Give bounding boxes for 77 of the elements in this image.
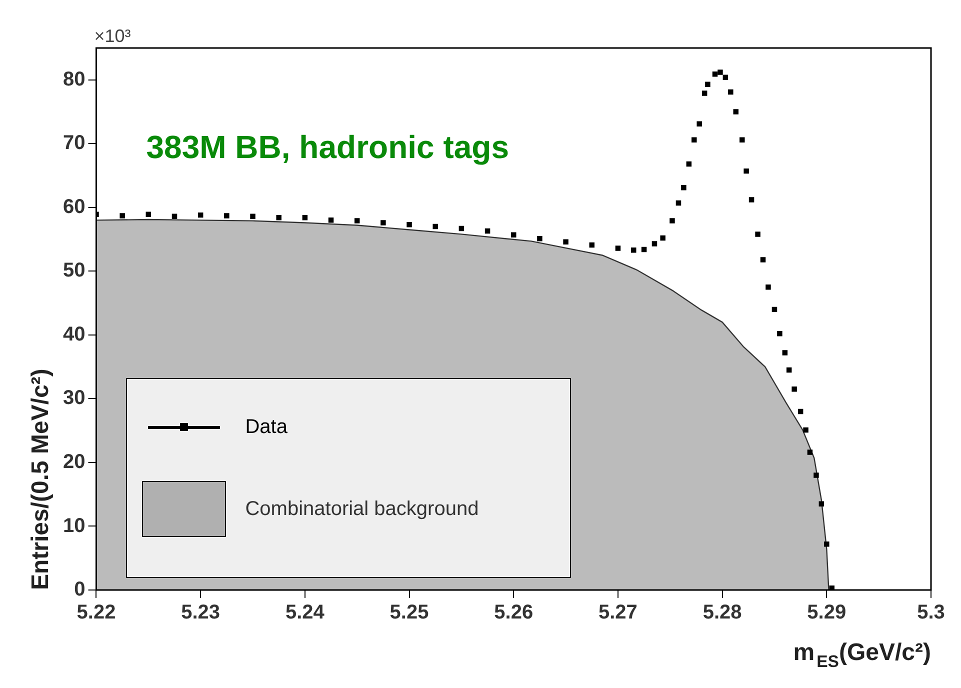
legend-panel: Data Combinatorial background (126, 378, 572, 578)
point (120, 213, 125, 218)
point (302, 214, 308, 220)
point (172, 214, 178, 219)
point (380, 220, 386, 226)
point (660, 235, 666, 241)
point (705, 82, 710, 87)
x-tick-label: 5.22 (76, 602, 116, 624)
point (224, 213, 230, 218)
point (733, 109, 738, 114)
point (772, 306, 778, 312)
x-tick-label: 5.28 (702, 602, 742, 624)
x-tick-label: 5.29 (807, 602, 846, 624)
point (814, 472, 819, 478)
x-tick-label: 5.24 (285, 602, 326, 624)
point (484, 228, 490, 234)
point (328, 218, 334, 223)
point (458, 226, 464, 232)
point (511, 232, 516, 238)
point (803, 427, 808, 433)
point (354, 218, 360, 224)
point (782, 350, 788, 356)
point (589, 242, 595, 248)
x-tick-label: 5.25 (390, 602, 429, 624)
point (432, 224, 438, 230)
y-tick-label: 60 (62, 196, 86, 218)
point (686, 161, 692, 167)
point (696, 121, 702, 126)
y-tick-label: 50 (62, 260, 86, 282)
point (818, 501, 824, 507)
point (676, 200, 682, 206)
annotation: 383M BB, hadronic tags (146, 129, 509, 165)
point (641, 246, 647, 252)
series-label: Combinatorial background (245, 498, 479, 520)
y-tick-label: 40 (62, 323, 86, 346)
point (807, 450, 813, 455)
y-tick-label: 70 (62, 132, 86, 154)
point (798, 408, 804, 414)
point (824, 541, 830, 547)
text: ×10³ (94, 26, 131, 46)
y-tick-label: 30 (62, 387, 86, 410)
point (728, 89, 734, 95)
point (406, 222, 412, 228)
point (792, 386, 797, 392)
point (615, 246, 621, 251)
point (146, 212, 152, 218)
point (652, 241, 658, 246)
x-tick-label: 5.27 (598, 602, 638, 624)
point (198, 212, 204, 218)
point (630, 248, 636, 253)
point (777, 331, 782, 336)
y-tick-label: 20 (62, 450, 86, 473)
point (670, 218, 675, 224)
point (537, 236, 542, 242)
point (681, 185, 686, 190)
point (740, 137, 745, 142)
point (718, 70, 723, 75)
point (702, 90, 708, 96)
y-tick-label: 0 (74, 578, 86, 601)
point (250, 214, 256, 219)
point (755, 232, 760, 237)
x-tick-label: 5.3 (917, 602, 945, 624)
y-tick-label: 80 (62, 68, 86, 90)
point (760, 257, 766, 262)
point (766, 284, 771, 290)
x-tick-label: 5.23 (181, 602, 220, 624)
point (748, 197, 754, 202)
point (744, 168, 749, 174)
point (712, 72, 718, 77)
point (276, 214, 282, 220)
point (692, 137, 697, 142)
point (786, 367, 792, 373)
y-axis-title: Entries/(0.5 MeV/c²) (27, 368, 54, 590)
y-tick-label: 10 (62, 514, 86, 537)
x-tick-label: 5.26 (494, 602, 534, 624)
point (563, 239, 568, 244)
point (722, 74, 728, 80)
